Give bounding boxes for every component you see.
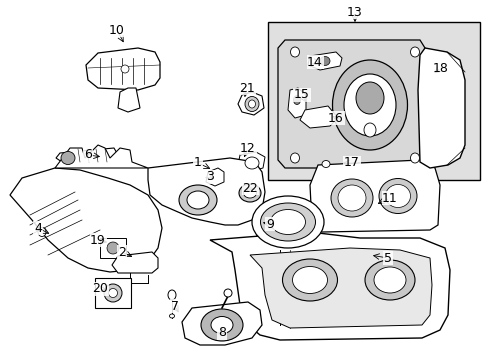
Bar — [267, 22, 479, 180]
Ellipse shape — [330, 179, 372, 217]
Text: 16: 16 — [327, 112, 343, 125]
Polygon shape — [205, 168, 224, 186]
Text: 4: 4 — [34, 221, 42, 234]
Text: 8: 8 — [218, 327, 225, 339]
Polygon shape — [238, 92, 264, 115]
Polygon shape — [309, 160, 439, 232]
Ellipse shape — [293, 95, 300, 104]
Ellipse shape — [38, 228, 46, 237]
Text: 3: 3 — [205, 171, 214, 184]
Polygon shape — [148, 158, 264, 225]
Text: 11: 11 — [381, 192, 397, 204]
Ellipse shape — [168, 290, 176, 300]
Polygon shape — [112, 252, 158, 273]
Ellipse shape — [251, 196, 324, 248]
Ellipse shape — [107, 242, 119, 254]
Polygon shape — [56, 148, 118, 162]
Ellipse shape — [378, 179, 416, 213]
Text: 12: 12 — [240, 141, 255, 154]
Ellipse shape — [201, 309, 243, 341]
Polygon shape — [86, 48, 160, 90]
Ellipse shape — [104, 284, 122, 302]
Polygon shape — [238, 152, 264, 172]
Polygon shape — [209, 232, 449, 340]
Text: 7: 7 — [171, 300, 179, 312]
Bar — [100, 238, 126, 258]
Text: 2: 2 — [118, 246, 126, 258]
Ellipse shape — [210, 316, 232, 333]
Ellipse shape — [179, 185, 217, 215]
Ellipse shape — [239, 184, 261, 202]
Ellipse shape — [409, 47, 419, 57]
Ellipse shape — [373, 267, 405, 293]
Polygon shape — [10, 168, 162, 272]
Polygon shape — [278, 40, 429, 168]
Ellipse shape — [321, 161, 329, 167]
Polygon shape — [118, 88, 140, 112]
Ellipse shape — [243, 188, 256, 198]
Ellipse shape — [319, 57, 329, 66]
Text: 6: 6 — [84, 148, 92, 162]
Polygon shape — [249, 248, 431, 328]
Ellipse shape — [409, 153, 419, 163]
Ellipse shape — [355, 82, 383, 114]
Polygon shape — [299, 106, 337, 128]
Ellipse shape — [332, 60, 407, 150]
Text: 18: 18 — [432, 62, 448, 75]
Ellipse shape — [244, 96, 259, 112]
Text: 20: 20 — [92, 283, 108, 296]
Text: 1: 1 — [194, 157, 202, 170]
Ellipse shape — [260, 203, 315, 241]
Text: 22: 22 — [242, 181, 257, 194]
Polygon shape — [417, 48, 464, 168]
Bar — [95, 278, 131, 308]
Ellipse shape — [337, 185, 365, 211]
Polygon shape — [287, 88, 305, 118]
Text: 17: 17 — [344, 157, 359, 170]
Ellipse shape — [169, 314, 174, 318]
Text: 9: 9 — [265, 217, 273, 230]
Text: 14: 14 — [306, 55, 322, 68]
Text: 5: 5 — [383, 252, 391, 265]
Ellipse shape — [282, 259, 337, 301]
Ellipse shape — [270, 210, 305, 234]
Ellipse shape — [363, 123, 375, 137]
Ellipse shape — [385, 184, 409, 207]
Ellipse shape — [292, 266, 327, 293]
Ellipse shape — [61, 152, 75, 165]
Ellipse shape — [224, 289, 231, 297]
Polygon shape — [182, 302, 262, 345]
Polygon shape — [55, 145, 148, 168]
Ellipse shape — [364, 260, 414, 300]
Ellipse shape — [343, 74, 395, 136]
Ellipse shape — [108, 288, 117, 297]
Ellipse shape — [121, 65, 129, 73]
Polygon shape — [307, 52, 341, 70]
Ellipse shape — [248, 100, 255, 108]
Text: 13: 13 — [346, 5, 362, 18]
Text: 10: 10 — [109, 23, 124, 36]
Ellipse shape — [290, 47, 299, 57]
Text: 15: 15 — [293, 89, 309, 102]
Ellipse shape — [186, 191, 208, 209]
Text: 21: 21 — [239, 81, 254, 94]
Text: 19: 19 — [90, 234, 106, 247]
Ellipse shape — [244, 157, 259, 169]
Ellipse shape — [290, 153, 299, 163]
